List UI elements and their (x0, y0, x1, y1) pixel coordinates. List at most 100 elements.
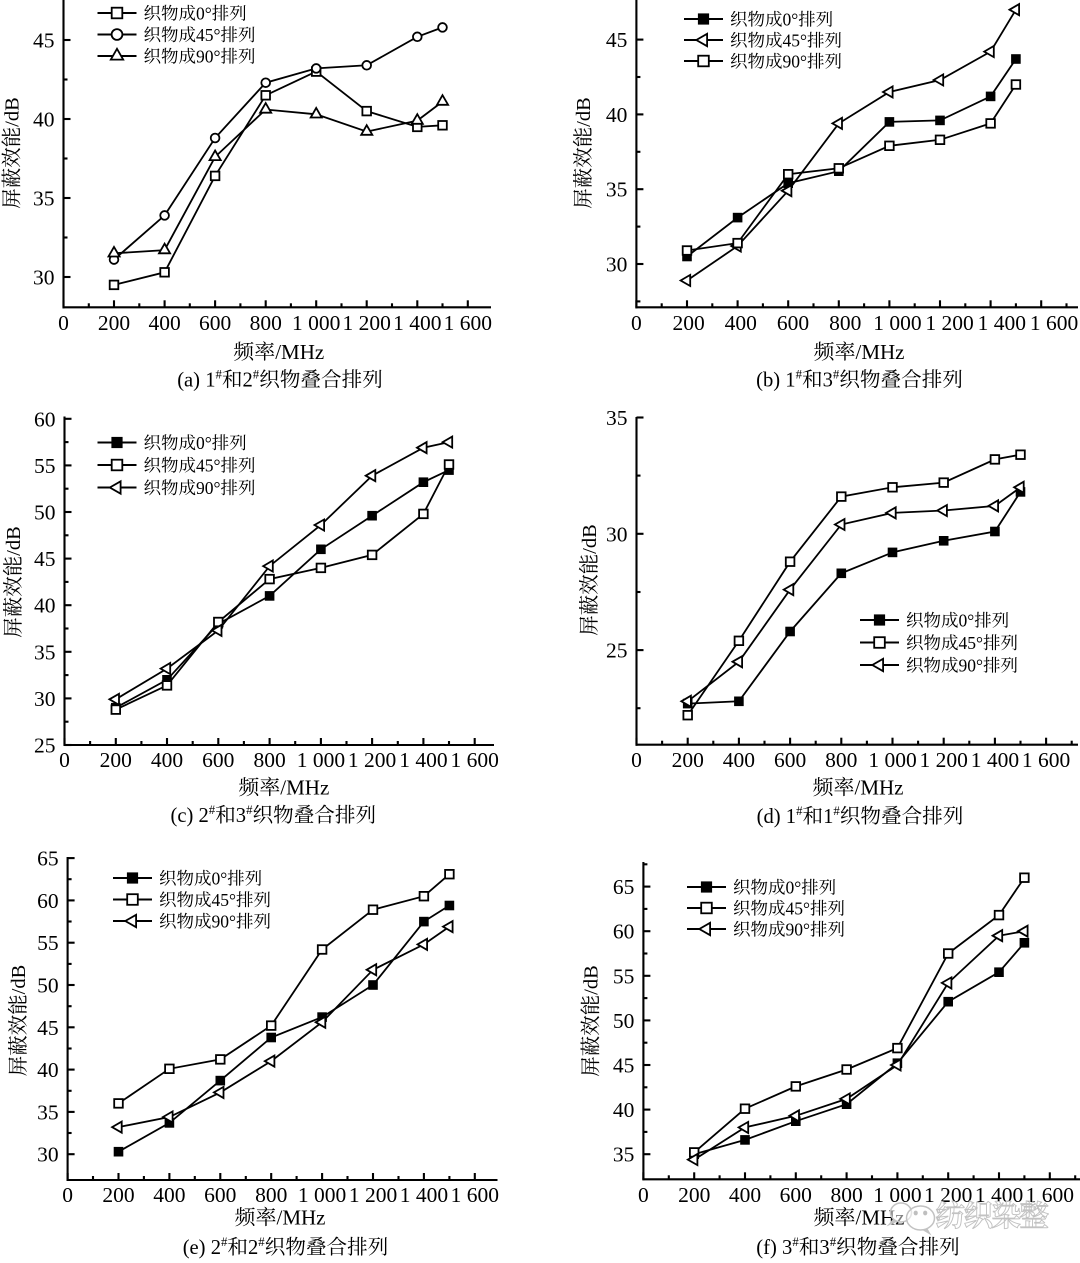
svg-text:1 400: 1 400 (978, 311, 1026, 335)
svg-text:400: 400 (153, 1183, 185, 1207)
svg-text:800: 800 (255, 1183, 287, 1207)
svg-text:3: 3 (823, 370, 833, 392)
svg-text:35: 35 (606, 406, 628, 430)
svg-text:1 600: 1 600 (451, 748, 499, 772)
svg-text:1 200: 1 200 (343, 311, 391, 335)
svg-text:(a) 1: (a) 1 (177, 370, 215, 392)
svg-text:(c) 2: (c) 2 (171, 805, 209, 827)
svg-text:65: 65 (613, 875, 635, 899)
svg-text:1 200: 1 200 (925, 311, 973, 335)
svg-text:0: 0 (631, 311, 642, 335)
svg-text:30: 30 (37, 1143, 59, 1167)
svg-text:3: 3 (819, 1237, 829, 1259)
svg-text:1 000: 1 000 (868, 748, 916, 772)
svg-text:1 400: 1 400 (971, 748, 1019, 772)
svg-text:1 000: 1 000 (297, 748, 345, 772)
svg-text:#: # (258, 1235, 265, 1249)
svg-text:55: 55 (613, 964, 635, 988)
svg-text:/dB: /dB (579, 524, 601, 554)
svg-text:0: 0 (638, 1183, 649, 1207)
svg-text:200: 200 (672, 748, 704, 772)
svg-text:/MHz: /MHz (275, 340, 324, 364)
svg-text:1 200: 1 200 (349, 1183, 397, 1207)
svg-text:1 200: 1 200 (924, 1183, 972, 1207)
svg-text:#: # (216, 367, 223, 381)
svg-text:(b) 1: (b) 1 (756, 370, 795, 392)
svg-text:45°: 45° (196, 455, 221, 475)
svg-text:/dB: /dB (8, 965, 30, 995)
svg-text:600: 600 (204, 1183, 236, 1207)
svg-text:400: 400 (148, 311, 180, 335)
svg-text:40: 40 (606, 103, 628, 127)
svg-text:400: 400 (151, 748, 183, 772)
svg-text:600: 600 (774, 748, 806, 772)
svg-text:0°: 0° (212, 868, 228, 888)
svg-text:#: # (221, 1235, 228, 1249)
svg-text:200: 200 (98, 311, 130, 335)
svg-text:#: # (796, 804, 803, 818)
svg-text:45°: 45° (212, 890, 237, 910)
svg-text:60: 60 (34, 407, 56, 431)
svg-text:(d) 1: (d) 1 (757, 806, 796, 828)
svg-text:35: 35 (613, 1143, 635, 1167)
svg-text:1 600: 1 600 (451, 1183, 499, 1207)
svg-text:800: 800 (830, 1183, 862, 1207)
svg-text:800: 800 (253, 748, 285, 772)
svg-text:#: # (796, 367, 803, 381)
svg-text:0°: 0° (196, 3, 212, 23)
svg-text:1 200: 1 200 (348, 748, 396, 772)
svg-text:50: 50 (34, 501, 56, 525)
svg-text:1 400: 1 400 (393, 311, 441, 335)
svg-text:/MHz: /MHz (277, 1206, 326, 1230)
svg-text:55: 55 (37, 931, 59, 955)
svg-text:400: 400 (723, 748, 755, 772)
svg-text:45: 45 (34, 547, 56, 571)
svg-text:90°: 90° (959, 655, 984, 675)
svg-text:90°: 90° (212, 911, 237, 931)
svg-text:400: 400 (729, 1183, 761, 1207)
svg-text:3: 3 (236, 805, 246, 827)
svg-text:1 200: 1 200 (920, 748, 968, 772)
svg-text:1 600: 1 600 (1030, 311, 1078, 335)
svg-text:(e) 2: (e) 2 (183, 1237, 221, 1259)
svg-text:#: # (792, 1235, 799, 1249)
svg-text:35: 35 (34, 640, 56, 664)
svg-text:0: 0 (62, 1183, 73, 1207)
svg-text:90°: 90° (783, 51, 808, 71)
svg-text:35: 35 (37, 1100, 59, 1124)
svg-text:2: 2 (248, 1237, 258, 1259)
svg-text:25: 25 (34, 734, 56, 758)
svg-text:/dB: /dB (581, 965, 603, 995)
svg-text:0°: 0° (196, 433, 212, 453)
svg-text:600: 600 (199, 311, 231, 335)
svg-text:65: 65 (37, 847, 59, 871)
svg-text:90°: 90° (196, 46, 221, 66)
svg-text:0°: 0° (783, 9, 799, 29)
svg-text:30: 30 (606, 522, 628, 546)
svg-text:45: 45 (33, 29, 55, 53)
svg-text:40: 40 (33, 108, 55, 132)
svg-text:45°: 45° (786, 898, 811, 918)
svg-text:#: # (209, 803, 216, 817)
svg-text:800: 800 (825, 748, 857, 772)
svg-text:45: 45 (37, 1016, 59, 1040)
svg-text:1: 1 (823, 806, 833, 828)
svg-text:90°: 90° (196, 478, 221, 498)
svg-text:1 000: 1 000 (873, 311, 921, 335)
svg-text:45°: 45° (196, 25, 221, 45)
svg-text:200: 200 (100, 748, 132, 772)
svg-text:800: 800 (829, 311, 861, 335)
svg-text:35: 35 (606, 178, 628, 202)
svg-text:800: 800 (250, 311, 282, 335)
svg-text:200: 200 (678, 1183, 710, 1207)
svg-text:45: 45 (613, 1054, 635, 1078)
svg-text:/MHz: /MHz (855, 776, 904, 800)
svg-text:400: 400 (725, 311, 757, 335)
svg-text:40: 40 (34, 594, 56, 618)
svg-text:/dB: /dB (2, 97, 24, 127)
svg-text:0°: 0° (959, 610, 975, 630)
svg-text:200: 200 (672, 311, 704, 335)
svg-text:1 000: 1 000 (298, 1183, 346, 1207)
svg-text:45°: 45° (959, 633, 984, 653)
svg-text:45°: 45° (783, 30, 808, 50)
